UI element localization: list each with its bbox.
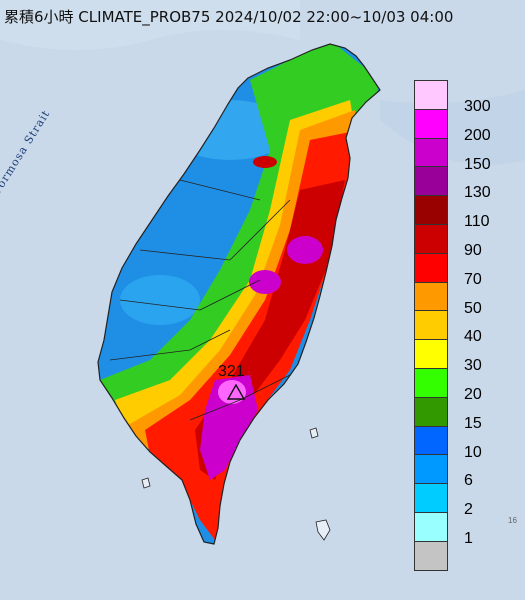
legend-label: 130 (464, 184, 491, 202)
legend-swatch (414, 425, 448, 456)
max-value-label: 321 (218, 363, 245, 380)
legend-label: 110 (464, 213, 490, 231)
legend-label: 1 (464, 530, 473, 547)
legend-label: 10 (464, 443, 482, 461)
legend-label: 2 (464, 501, 473, 519)
legend-swatch (414, 396, 448, 427)
legend-color-bar (414, 80, 450, 571)
legend-swatch (414, 310, 448, 341)
legend-swatch (414, 368, 448, 398)
legend-swatch (414, 540, 448, 571)
legend-label: 200 (464, 126, 491, 144)
legend-label: 40 (464, 328, 482, 346)
lanyu-island (315, 519, 331, 541)
legend-swatch (414, 224, 448, 254)
rain-zone-purple (200, 375, 258, 480)
county-borders (109, 179, 301, 421)
legend-label: 30 (464, 357, 482, 375)
legend-label: 300 (464, 98, 491, 115)
legend-swatch (414, 483, 448, 513)
legend-label: 15 (464, 414, 482, 432)
map-title: 累積6小時 CLIMATE_PROB75 2024/10/02 22:00~10… (4, 8, 454, 26)
taiwan-coastline (97, 43, 381, 545)
sea-texture (0, 0, 300, 50)
legend-label: 150 (464, 155, 491, 173)
liuqiu-island (141, 477, 151, 489)
legend-label: 90 (464, 242, 482, 259)
legend-swatch (414, 166, 448, 197)
rain-zone-purple (287, 236, 323, 264)
legend-swatch (414, 137, 448, 168)
legend-label: 70 (464, 270, 482, 288)
legend-swatch (414, 195, 448, 225)
triangle-icon (227, 384, 245, 400)
green-island (309, 427, 319, 439)
legend-swatch (414, 512, 448, 542)
legend-swatch (414, 252, 448, 283)
legend-swatch (414, 80, 448, 110)
legend-label: 50 (464, 299, 482, 317)
legend-swatch (414, 339, 448, 369)
legend-swatch (414, 108, 448, 139)
rain-zone-spot (253, 156, 277, 168)
rain-zone-purple (249, 270, 281, 294)
legend-swatch (414, 454, 448, 485)
corner-mark: 16 (508, 516, 517, 525)
rain-zone-light-blue (120, 275, 200, 325)
legend-label: 6 (464, 472, 473, 490)
legend-swatch (414, 281, 448, 312)
legend-label: 20 (464, 386, 482, 403)
